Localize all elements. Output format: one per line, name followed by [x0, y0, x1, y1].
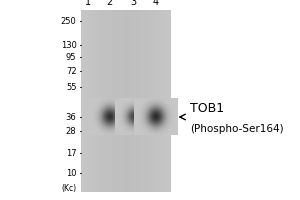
- Text: (Phospho-Ser164): (Phospho-Ser164): [190, 124, 284, 134]
- Text: 130: 130: [61, 40, 76, 49]
- Text: 10: 10: [66, 168, 76, 178]
- Text: 4: 4: [153, 0, 159, 7]
- Text: 28: 28: [66, 127, 76, 136]
- Text: 36: 36: [66, 112, 76, 121]
- Text: (Kc): (Kc): [61, 184, 76, 194]
- Text: TOB1: TOB1: [190, 102, 225, 116]
- Text: 17: 17: [66, 148, 76, 158]
- Text: 2: 2: [106, 0, 112, 7]
- Text: 3: 3: [130, 0, 136, 7]
- Text: 95: 95: [66, 52, 76, 62]
- Text: 55: 55: [66, 83, 76, 92]
- Text: 1: 1: [85, 0, 91, 7]
- Text: 250: 250: [61, 17, 76, 25]
- Text: 72: 72: [66, 66, 76, 75]
